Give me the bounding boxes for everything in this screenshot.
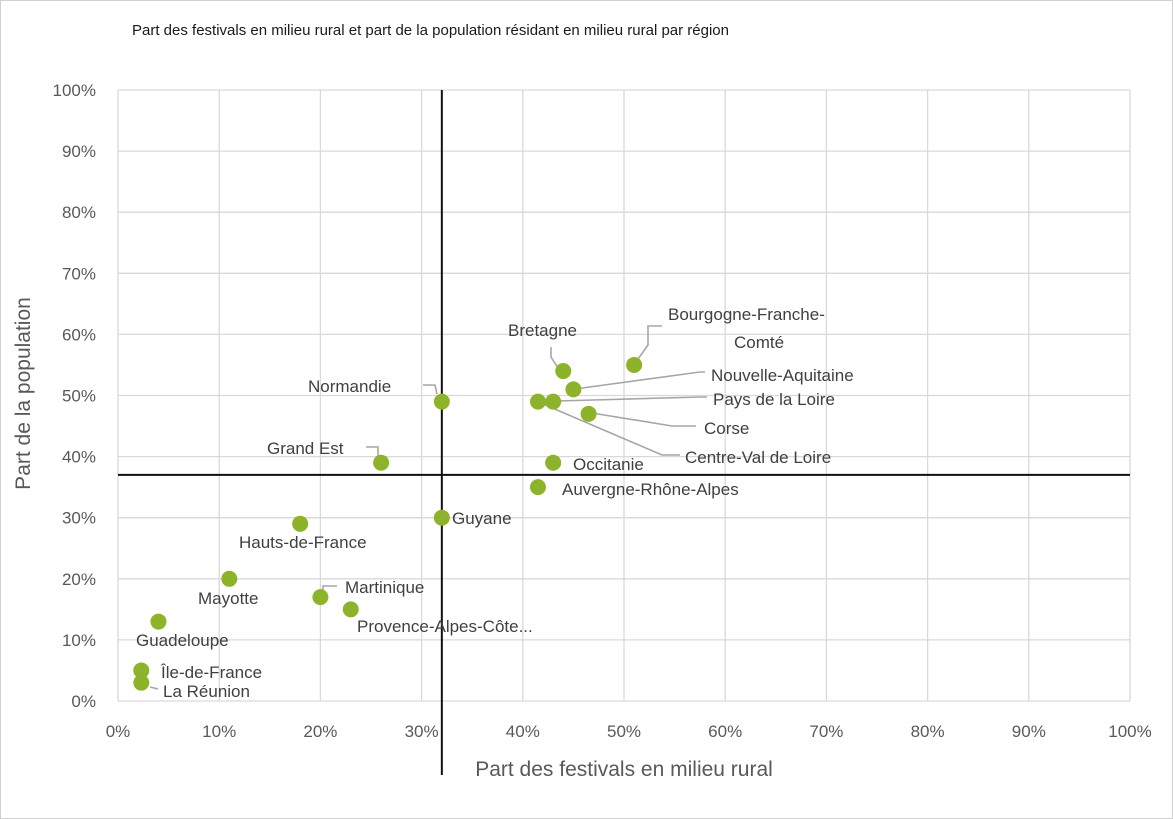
data-label: La Réunion xyxy=(163,682,250,701)
x-tick-label: 100% xyxy=(1108,722,1151,741)
point-labels: Bourgogne-Franche- Comté Bretagne Nouvelle-… xyxy=(136,305,854,701)
x-tick-label: 80% xyxy=(911,722,945,741)
data-point xyxy=(292,515,309,532)
data-point xyxy=(555,363,572,380)
data-label: Île-de-France xyxy=(160,663,262,682)
data-label: Grand Est xyxy=(267,439,344,458)
data-point xyxy=(545,393,562,410)
data-label: Comté xyxy=(734,333,784,352)
data-point xyxy=(133,662,150,679)
y-tick-label: 0% xyxy=(71,692,96,711)
data-point xyxy=(565,381,582,398)
data-label: Guadeloupe xyxy=(136,631,229,650)
leader-line xyxy=(423,384,438,395)
x-tick-label: 0% xyxy=(106,722,131,741)
data-point xyxy=(529,479,546,496)
data-label: Pays de la Loire xyxy=(713,390,835,409)
data-point xyxy=(433,393,450,410)
y-tick-label: 80% xyxy=(62,203,96,222)
data-point xyxy=(545,454,562,471)
x-tick-label: 30% xyxy=(405,722,439,741)
data-label: Auvergne-Rhône-Alpes xyxy=(562,480,739,499)
data-point xyxy=(373,454,390,471)
data-point xyxy=(342,601,359,618)
reference-lines xyxy=(118,90,1130,775)
data-point xyxy=(626,356,643,373)
leader-line xyxy=(591,412,696,427)
data-label: Provence-Alpes-Côte... xyxy=(357,617,533,636)
x-tick-label: 90% xyxy=(1012,722,1046,741)
x-tick-label: 50% xyxy=(607,722,641,741)
y-axis-title: Part de la population xyxy=(12,297,35,490)
data-label: Martinique xyxy=(345,578,424,597)
leader-lines xyxy=(149,325,707,690)
x-tick-label: 60% xyxy=(708,722,742,741)
x-tick-label: 20% xyxy=(303,722,337,741)
y-tick-label: 100% xyxy=(53,81,96,100)
grid-lines xyxy=(117,89,1131,702)
y-tick-label: 10% xyxy=(62,631,96,650)
y-tick-label: 60% xyxy=(62,325,96,344)
x-tick-label: 10% xyxy=(202,722,236,741)
y-tick-label: 50% xyxy=(62,387,96,406)
data-label: Corse xyxy=(704,419,749,438)
data-point xyxy=(529,393,546,410)
leader-line xyxy=(632,325,662,367)
y-tick-label: 40% xyxy=(62,448,96,467)
data-points xyxy=(133,356,643,691)
leader-line xyxy=(542,403,680,456)
data-label: Hauts-de-France xyxy=(239,533,367,552)
data-label: Occitanie xyxy=(573,455,644,474)
chart-title: Part des festivals en milieu rural et pa… xyxy=(132,22,729,39)
data-label: Nouvelle-Aquitaine xyxy=(711,366,854,385)
data-point xyxy=(221,570,238,587)
leader-line xyxy=(366,446,379,458)
data-label: Guyane xyxy=(452,509,512,528)
data-point xyxy=(150,613,167,630)
data-point xyxy=(133,674,150,691)
leader-line xyxy=(574,371,705,390)
leader-line xyxy=(556,396,707,402)
x-tick-label: 70% xyxy=(809,722,843,741)
y-tick-label: 70% xyxy=(62,264,96,283)
y-tick-label: 90% xyxy=(62,142,96,161)
x-tick-labels: 0% 10% 20% 30% 40% 50% 60% 70% 80% 90% 100% xyxy=(106,722,1152,741)
data-label: Bretagne xyxy=(508,321,577,340)
data-point xyxy=(312,589,329,606)
y-tick-label: 20% xyxy=(62,570,96,589)
data-label: Bourgogne-Franche- xyxy=(668,305,825,324)
y-tick-label: 30% xyxy=(62,509,96,528)
data-label: Centre-Val de Loire xyxy=(685,448,831,467)
data-label: Normandie xyxy=(308,377,391,396)
data-point xyxy=(580,405,597,422)
leader-line xyxy=(149,686,159,690)
y-tick-labels: 0% 10% 20% 30% 40% 50% 60% 70% 80% 90% 100% xyxy=(53,81,96,711)
data-point xyxy=(433,509,450,526)
x-axis-title: Part des festivals en milieu rural xyxy=(475,758,773,781)
data-label: Mayotte xyxy=(198,589,258,608)
x-tick-label: 40% xyxy=(506,722,540,741)
